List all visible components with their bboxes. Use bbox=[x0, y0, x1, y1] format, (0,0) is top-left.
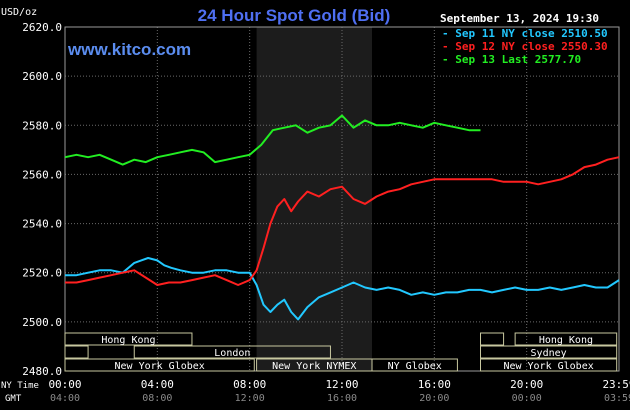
x-axis-row-label-gmt: GMT bbox=[5, 394, 22, 404]
x-tick-label-gmt: 04:00 bbox=[50, 393, 80, 404]
session-label: London bbox=[214, 348, 250, 359]
x-axis-ticks: 00:00 04:00 04:00 08:00 08:00 12:00 12:00 16:00… bbox=[48, 378, 630, 404]
x-tick-label-ny: 00:00 bbox=[48, 378, 81, 391]
x-tick-label-ny: 16:00 bbox=[418, 378, 451, 391]
x-tick-label-ny: 23:59 bbox=[602, 378, 630, 391]
x-tick-label-gmt: 03:59 bbox=[604, 393, 630, 404]
y-tick-label: 2600.0 bbox=[22, 70, 62, 83]
y-tick-label: 2580.0 bbox=[22, 119, 62, 132]
y-axis-ticks: 2620.0 2600.0 2580.0 2560.0 2540.0 2520.0 2500… bbox=[22, 21, 62, 378]
series-lines bbox=[64, 114, 620, 321]
x-tick-label-ny: 08:00 bbox=[233, 378, 266, 391]
series-line-2 bbox=[65, 156, 620, 286]
y-tick-label: 2480.0 bbox=[22, 365, 62, 378]
session-label: Sydney bbox=[531, 348, 567, 359]
x-tick-label-gmt: 08:00 bbox=[142, 393, 172, 404]
legend: - Sep 11 NY close 2510.50- Sep 12 NY clo… bbox=[442, 27, 608, 66]
session-box bbox=[480, 358, 618, 372]
session-label: Hong Kong bbox=[539, 335, 593, 346]
x-axis-row-label-ny: NY Time bbox=[1, 381, 39, 391]
session-stub bbox=[480, 332, 505, 346]
session-box bbox=[64, 358, 255, 372]
y-tick-label: 2500.0 bbox=[22, 316, 62, 329]
y-tick-label: 2540.0 bbox=[22, 218, 62, 231]
y-axis-units: USD/oz bbox=[1, 7, 37, 18]
x-tick-label-ny: 20:00 bbox=[510, 378, 543, 391]
session-box bbox=[480, 345, 618, 359]
legend-entry: - Sep 12 NY close 2550.30 bbox=[442, 40, 608, 53]
session-label: Hong Kong bbox=[101, 335, 155, 346]
chart-timestamp: September 13, 2024 19:30 bbox=[440, 12, 599, 25]
chart-title: 24 Hour Spot Gold (Bid) bbox=[198, 6, 391, 25]
y-tick-label: 2520.0 bbox=[22, 267, 62, 280]
x-tick-label-gmt: 16:00 bbox=[327, 393, 357, 404]
session-box bbox=[371, 358, 458, 372]
x-tick-label-ny: 04:00 bbox=[141, 378, 174, 391]
x-tick-label-gmt: 00:00 bbox=[512, 393, 542, 404]
market-sessions: Hong Kong Hong Kong London Sydney New York G… bbox=[64, 332, 618, 372]
x-tick-label-ny: 12:00 bbox=[325, 378, 358, 391]
legend-entry: - Sep 11 NY close 2510.50 bbox=[442, 27, 608, 40]
session-label: NY Globex bbox=[388, 361, 442, 372]
session-label: New York NYMEX bbox=[272, 361, 356, 372]
y-tick-label: 2560.0 bbox=[22, 168, 62, 181]
series-line-3 bbox=[64, 114, 481, 166]
session-box bbox=[64, 332, 193, 346]
x-tick-label-gmt: 12:00 bbox=[235, 393, 265, 404]
session-box bbox=[133, 345, 331, 359]
y-tick-label: 2620.0 bbox=[22, 21, 62, 34]
website-watermark: www.kitco.com bbox=[67, 40, 191, 59]
session-label: New York Globex bbox=[114, 361, 204, 372]
legend-entry: - Sep 13 Last 2577.70 bbox=[442, 53, 581, 66]
session-box bbox=[514, 332, 618, 346]
x-tick-label-gmt: 20:00 bbox=[419, 393, 449, 404]
session-stub bbox=[64, 345, 89, 359]
series-line-1 bbox=[65, 257, 620, 321]
session-label: New York Globex bbox=[503, 361, 593, 372]
